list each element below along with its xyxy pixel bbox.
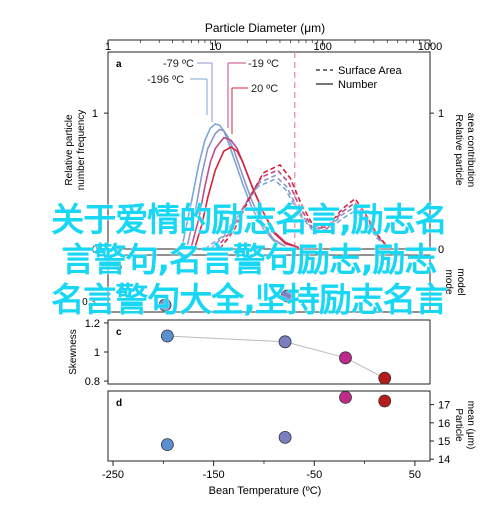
top-tick-label-0: 1 — [105, 41, 111, 53]
top-tick-label-3: 1000 — [418, 41, 442, 53]
panel-a-left-ylabel-line2: number frequency — [76, 110, 87, 191]
panel-a-left-tick-label-0: 0 — [92, 244, 98, 256]
panel-a-curves — [182, 52, 388, 250]
panel-b-point-minus196 — [158, 298, 172, 312]
panel-c-point-1 — [278, 335, 292, 349]
series-number-1 — [186, 128, 286, 247]
panel-d-right-ylabel-line1: Particle — [453, 408, 464, 442]
panel-a-right-tick-label-0: 0 — [438, 244, 444, 256]
panel-a-left-ylabel: Relative particle number frequency — [64, 110, 87, 191]
series-number-3 — [194, 146, 300, 249]
panel-d-point-0 — [160, 438, 174, 452]
panel-d-point-1 — [278, 430, 292, 444]
panel-b-right-ylabel-line2: model — [455, 268, 466, 295]
top-axis-label: Particle Diameter (μm) — [205, 21, 325, 35]
panel-a-axes: 1 10 100 1000 0 0 1 1 — [92, 39, 444, 256]
x-tick-label-1: -150 — [203, 469, 225, 481]
top-tick-label-1: 10 — [209, 41, 221, 53]
panel-c-point-0 — [160, 329, 174, 343]
panel-a-right-ylabel: Relative particle area contribution — [453, 113, 476, 188]
x-tick-label-3: 50 — [409, 469, 421, 481]
series-number-0 — [182, 123, 286, 248]
panel-a-left-ylabel-line1: Relative particle — [64, 114, 75, 186]
panel-c-ylabel: Skewness — [68, 329, 79, 375]
panel-b-points — [158, 289, 294, 312]
temp-label-minus196: -196 ºC — [147, 74, 184, 86]
series-number-2 — [190, 136, 300, 249]
panel-a-right-ylabel-line1: Relative particle — [453, 114, 464, 186]
top-tick-label-2: 100 — [313, 41, 331, 53]
legend-label-surface-area: Surface Area — [338, 65, 402, 77]
panel-d-point-2 — [339, 390, 352, 404]
panel-d-points — [160, 390, 392, 452]
panel-d-letter: d — [116, 398, 122, 409]
panel-d-tick-label-1: 15 — [438, 436, 450, 448]
series-surface-5 — [209, 174, 388, 250]
legend-label-number: Number — [338, 79, 377, 91]
panel-d-axes: 14 15 16 17 — [430, 400, 450, 466]
panel-a-left-tick-label-1: 1 — [92, 108, 98, 120]
panel-c-point-2 — [339, 351, 352, 365]
panel-b-right-ylabel-line1: mode — [443, 269, 454, 294]
panel-c-tick-label-0: 0.8 — [85, 376, 100, 388]
temp-label-minus79: -79 ºC — [163, 58, 194, 70]
panel-c-axes: 0.8 1 1.2 — [85, 318, 108, 388]
panel-d-tick-label-2: 16 — [438, 418, 450, 430]
x-axis: -250 -150 -50 50 — [102, 461, 421, 481]
panel-b-frame — [107, 254, 431, 313]
panel-b-ytick: 0.3 — [82, 297, 96, 308]
legend: Surface Area Number — [316, 65, 402, 91]
x-tick-label-0: -250 — [102, 469, 124, 481]
panel-c-tick-label-2: 1.2 — [85, 318, 100, 330]
panel-a-right-ylabel-line2: area contribution — [465, 113, 476, 188]
panel-a-letter: a — [116, 59, 122, 70]
temp-label-minus19: -19 ºC — [248, 58, 279, 70]
panel-d-point-3 — [378, 394, 392, 408]
panel-a-right-tick-label-1: 1 — [438, 108, 444, 120]
panel-c-point-3 — [378, 371, 392, 385]
panel-b-letter: b — [116, 262, 122, 273]
panel-d-tick-label-3: 17 — [438, 400, 450, 412]
panel-d-tick-label-0: 14 — [438, 454, 450, 466]
temp-label-20: 20 ºC — [251, 83, 278, 95]
temperature-labels: -79 ºC -196 ºC -19 ºC 20 ºC — [147, 58, 279, 134]
series-surface-7 — [219, 164, 388, 250]
panel-c-points — [160, 329, 392, 385]
x-tick-label-2: -50 — [306, 469, 322, 481]
panel-b-point-minus79 — [280, 289, 294, 303]
panel-c-letter: c — [116, 327, 122, 338]
panel-d-right-ylabel-line2: mean (μm) — [465, 401, 476, 450]
panel-c-tick-label-1: 1 — [94, 347, 100, 359]
x-axis-label: Bean Temperature (ºC) — [209, 485, 322, 497]
panel-c-trend-line — [167, 335, 385, 379]
panel-a-frame — [107, 51, 431, 250]
panel-d-frame — [107, 390, 431, 462]
